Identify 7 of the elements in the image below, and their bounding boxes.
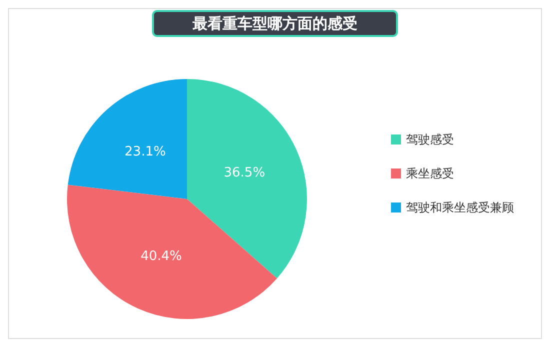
chart-title: 最看重车型哪方面的感受 xyxy=(192,14,358,32)
data-label: 40.4% xyxy=(140,249,182,264)
legend-label: 驾驶和乘坐感受兼顾 xyxy=(406,200,514,214)
data-label: 23.1% xyxy=(124,144,166,160)
legend-label: 驾驶感受 xyxy=(406,132,454,146)
legend-label: 乘坐感受 xyxy=(406,166,454,180)
data-label: 36.5% xyxy=(224,166,266,181)
